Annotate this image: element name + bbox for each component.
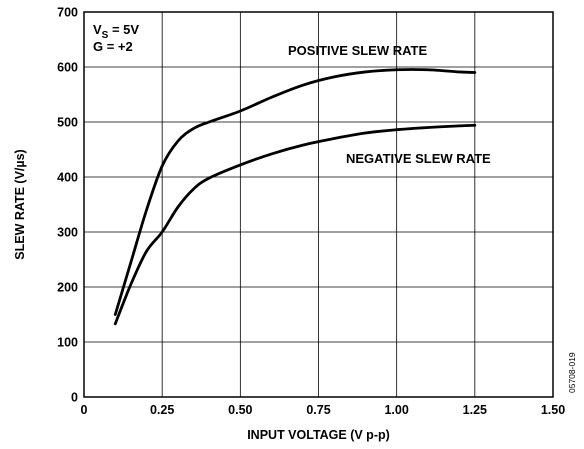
gain-label: G = +2 [93, 39, 133, 54]
positive-slew-rate-label: POSITIVE SLEW RATE [288, 43, 427, 58]
grid-lines [84, 12, 553, 397]
x-tick-label: 1.50 [541, 403, 565, 417]
y-tick-label: 700 [57, 6, 78, 20]
supply-voltage-symbol: V [93, 22, 102, 37]
x-tick-labels: 0 0.25 0.50 0.75 1.00 1.25 1.50 [81, 403, 566, 417]
supply-voltage-label: VS = 5V [93, 22, 139, 41]
y-tick-label: 400 [57, 171, 78, 185]
positive-slew-rate-line [113, 68, 477, 316]
y-tick-labels: 0 100 200 300 400 500 600 700 [57, 6, 78, 405]
figure-id: 05708-019 [567, 352, 577, 393]
supply-voltage-value: = 5V [108, 22, 139, 37]
negative-slew-rate-line [113, 123, 477, 326]
negative-slew-rate-label: NEGATIVE SLEW RATE [346, 151, 491, 166]
x-tick-label: 0.25 [150, 403, 174, 417]
x-tick-label: 0.50 [228, 403, 252, 417]
y-tick-label: 100 [57, 336, 78, 350]
y-axis-title: SLEW RATE (V/µs) [13, 149, 27, 259]
y-tick-label: 200 [57, 281, 78, 295]
x-tick-label: 0 [81, 403, 88, 417]
y-tick-label: 300 [57, 226, 78, 240]
x-axis-title: INPUT VOLTAGE (V p-p) [247, 428, 390, 442]
x-tick-label: 0.75 [306, 403, 330, 417]
plot-frame [83, 11, 554, 398]
series-lines [113, 68, 477, 326]
supply-voltage-subscript: S [102, 30, 109, 41]
y-tick-label: 500 [57, 116, 78, 130]
x-tick-label: 1.00 [384, 403, 408, 417]
x-tick-label: 1.25 [463, 403, 487, 417]
y-tick-label: 600 [57, 61, 78, 75]
y-tick-label: 0 [71, 391, 78, 405]
